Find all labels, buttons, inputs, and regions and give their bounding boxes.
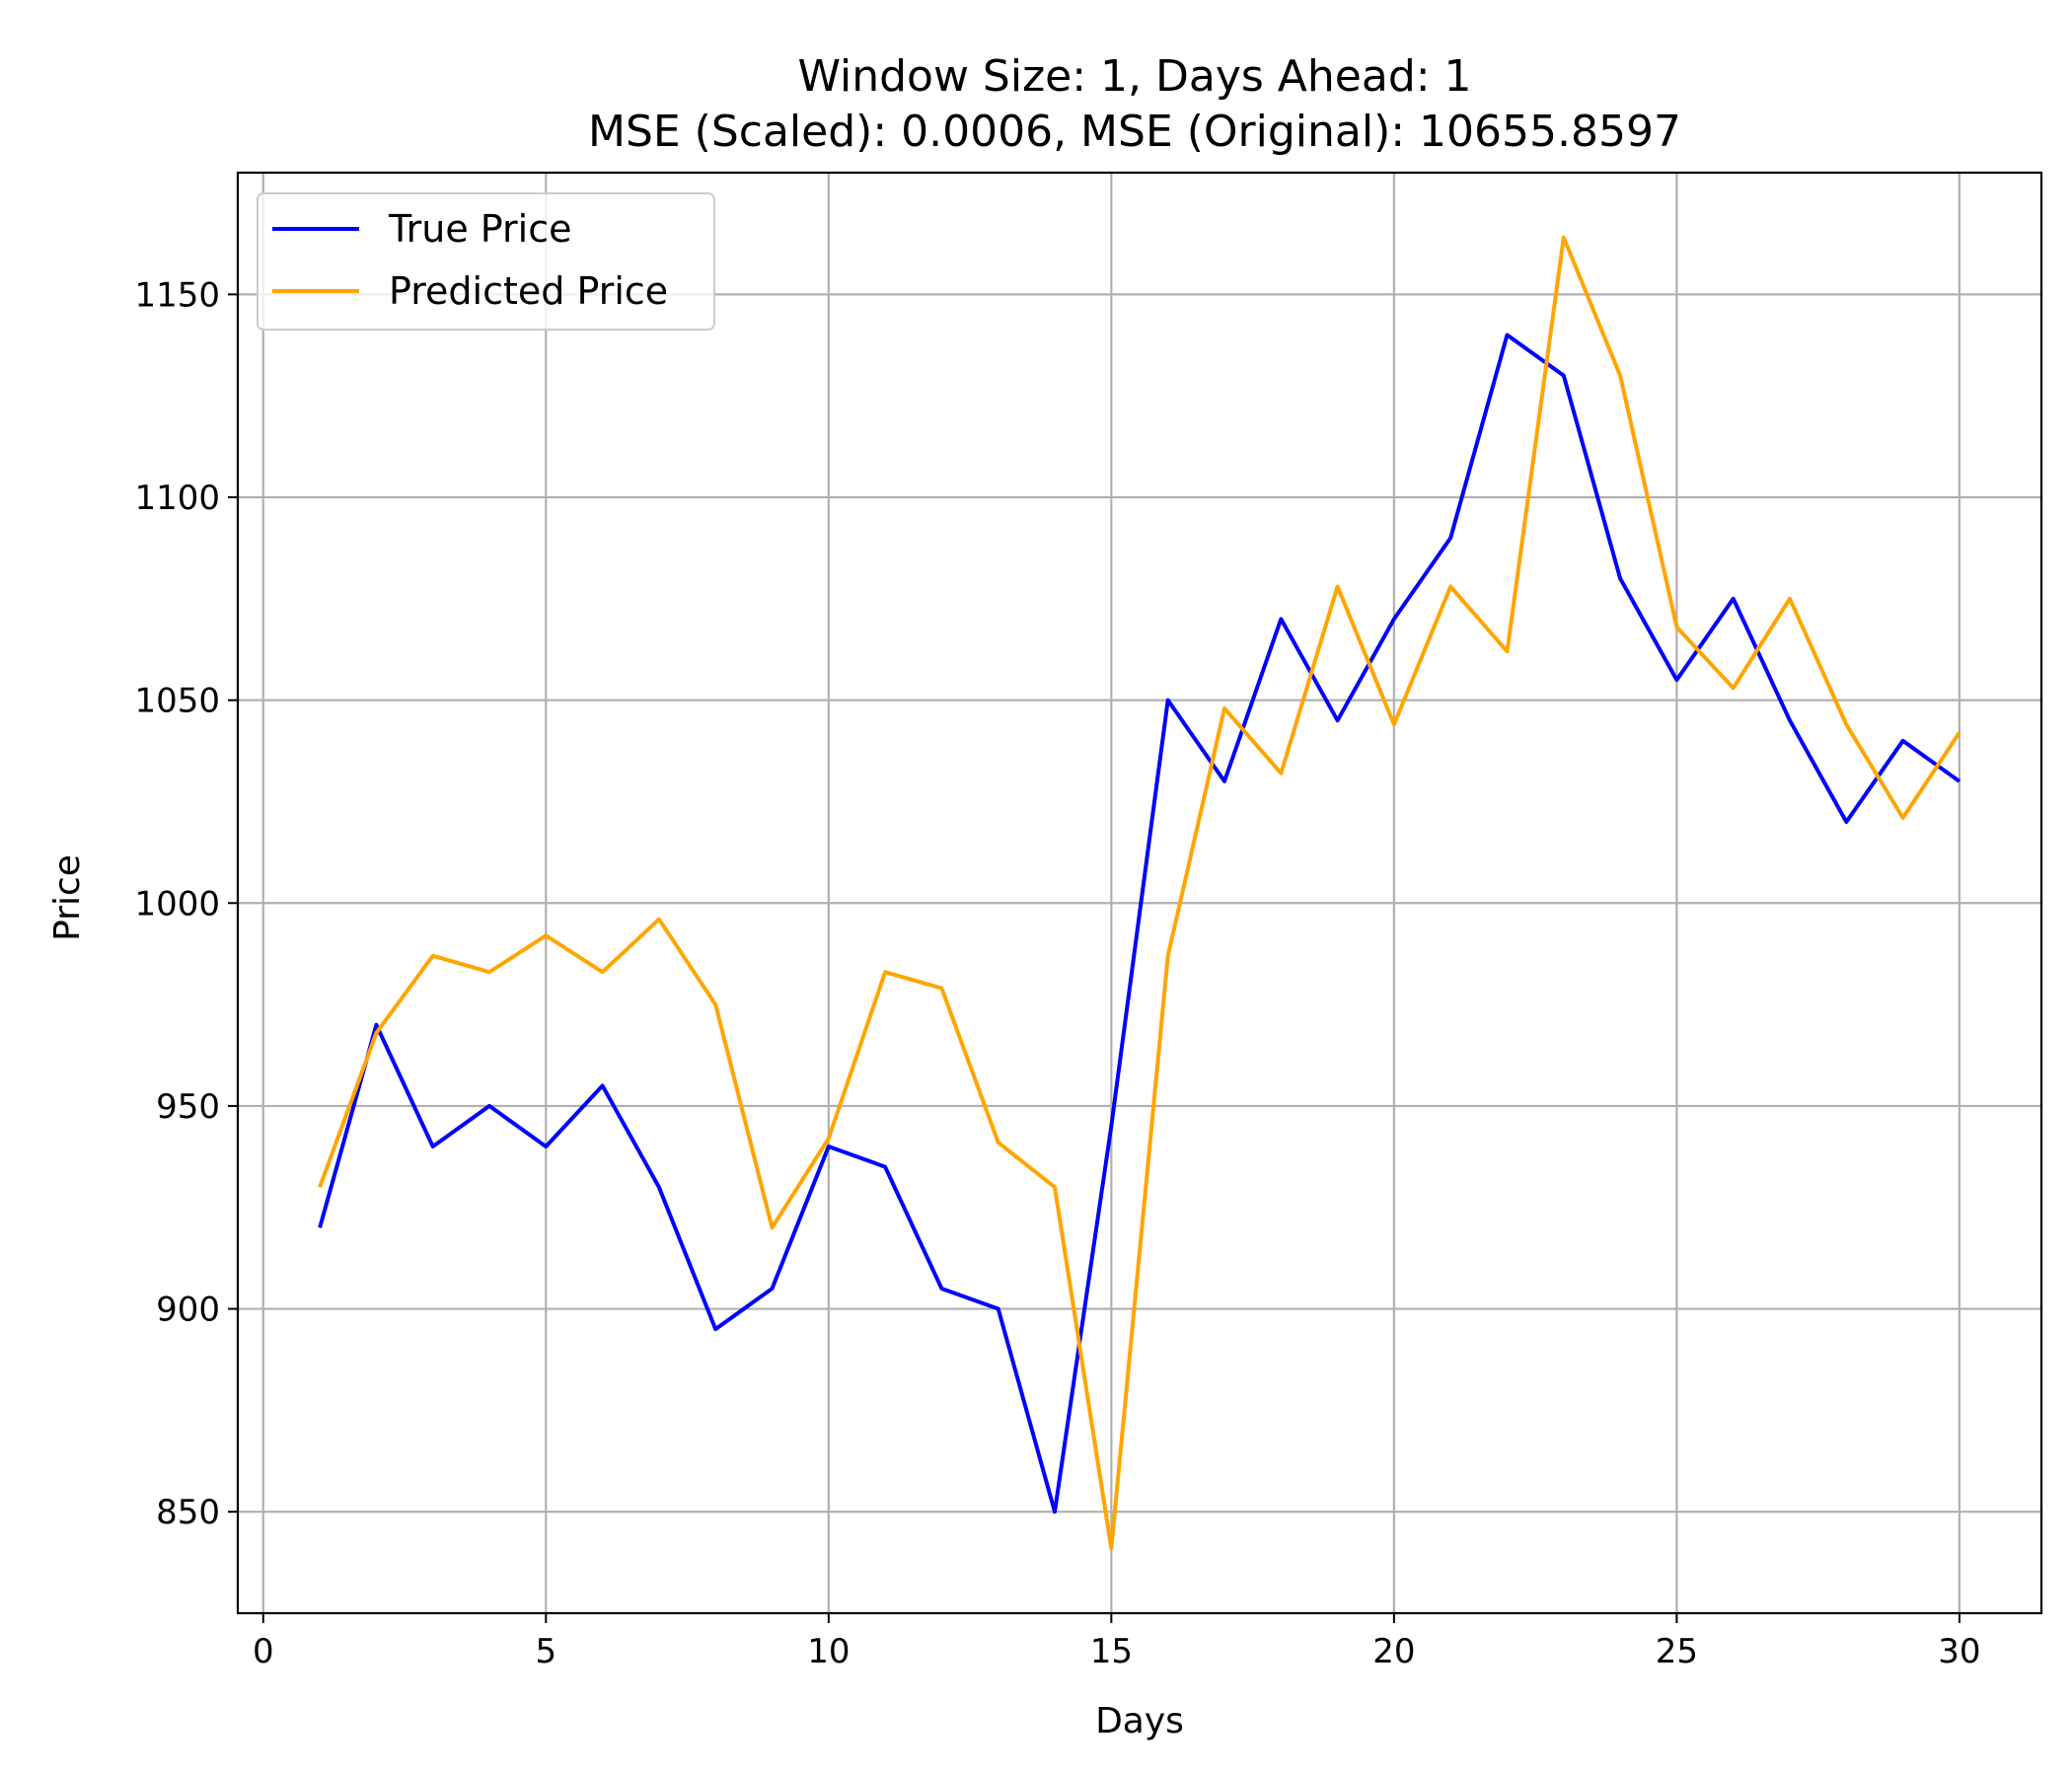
y-axis-ticks: 850 900 950 1000 1050 1100 1150 — [134, 275, 238, 1532]
chart-subtitle: MSE (Scaled): 0.0006, MSE (Original): 10… — [588, 107, 1681, 157]
legend-label-predicted-price: Predicted Price — [389, 269, 668, 313]
legend-label-true-price: True Price — [388, 207, 572, 251]
y-tick-label-900: 900 — [156, 1291, 220, 1330]
axes-frame — [236, 171, 2043, 1615]
x-tick-label-30: 30 — [1938, 1632, 1980, 1671]
x-axis-label: Days — [1095, 1701, 1184, 1741]
y-tick-label-1100: 1100 — [134, 479, 220, 518]
y-tick-label-1150: 1150 — [134, 275, 220, 315]
x-tick-label-5: 5 — [535, 1632, 556, 1671]
y-tick-label-950: 950 — [156, 1087, 220, 1127]
series-lines — [318, 235, 1961, 1551]
x-tick-label-15: 15 — [1090, 1632, 1133, 1671]
x-tick-label-20: 20 — [1372, 1632, 1415, 1671]
series-line-true-price — [318, 333, 1961, 1515]
series-line-predicted-price — [318, 235, 1961, 1551]
chart-title: Window Size: 1, Days Ahead: 1 — [797, 51, 1471, 102]
y-tick-label-850: 850 — [156, 1493, 220, 1532]
y-axis-label: Price — [47, 854, 88, 941]
legend-box — [257, 192, 715, 331]
y-tick-label-1050: 1050 — [134, 682, 220, 721]
x-tick-label-0: 0 — [253, 1632, 274, 1671]
legend: True Price Predicted Price — [257, 192, 715, 331]
x-tick-label-10: 10 — [807, 1632, 850, 1671]
x-axis-ticks: 0 5 10 15 20 25 30 — [253, 1613, 1981, 1671]
y-tick-label-1000: 1000 — [134, 884, 220, 924]
x-tick-label-25: 25 — [1656, 1632, 1698, 1671]
